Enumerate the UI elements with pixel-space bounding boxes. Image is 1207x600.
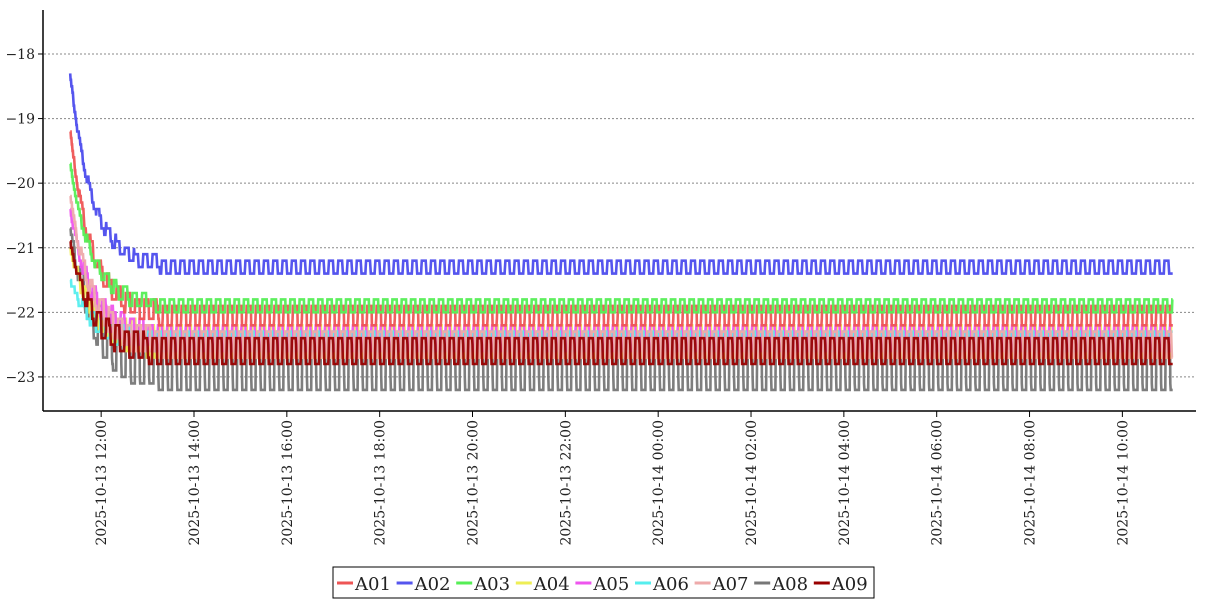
legend-label-a08: A08 — [771, 574, 808, 595]
series-line-a03 — [69, 162, 1174, 314]
series-line-a01 — [69, 130, 1173, 327]
legend-label-a01: A01 — [354, 574, 391, 595]
legend-label-a07: A07 — [712, 574, 749, 595]
series-line-a02 — [68, 73, 1173, 275]
x-tick-label: 2025-10-14 00:00 — [651, 420, 667, 546]
x-tick-label: 2025-10-14 06:00 — [930, 420, 946, 546]
series-line-a05 — [69, 207, 1173, 353]
legend-label-a02: A02 — [414, 574, 451, 595]
legend-label-a04: A04 — [533, 574, 570, 595]
x-tick-label: 2025-10-14 04:00 — [837, 420, 853, 546]
legend-label-a06: A06 — [652, 574, 689, 595]
legend: A01 A02 A03 A04 A05 A06 A07 A08 A09 — [332, 566, 875, 599]
x-tick-label: 2025-10-14 02:00 — [744, 420, 760, 546]
x-tick-label: 2025-10-13 18:00 — [373, 420, 389, 546]
x-tick-label: 2025-10-13 22:00 — [558, 420, 574, 546]
series-line-a09 — [69, 240, 1173, 366]
legend-box — [332, 566, 875, 599]
x-tick-label: 2025-10-13 12:00 — [94, 420, 110, 546]
x-tick-label: 2025-10-14 10:00 — [1115, 420, 1131, 546]
x-tick-label: 2025-10-14 08:00 — [1023, 420, 1039, 546]
series-lines — [68, 73, 1174, 392]
x-tick-label: 2025-10-13 16:00 — [280, 420, 296, 546]
x-tick-label: 2025-10-13 20:00 — [466, 420, 482, 546]
x-tick-label: 2025-10-13 14:00 — [187, 420, 203, 546]
y-tick-label: −19 — [5, 112, 35, 128]
x-ticks: 2025-10-13 12:00 2025-10-13 14:00 2025-10-… — [94, 411, 1131, 546]
axes — [42, 10, 1196, 412]
legend-label-a05: A05 — [592, 574, 629, 595]
y-tick-label: −18 — [5, 47, 35, 63]
y-tick-label: −23 — [5, 370, 35, 386]
legend-label-a09: A09 — [831, 574, 868, 595]
legend-label-a03: A03 — [473, 574, 510, 595]
y-ticks: −18 −19 −20 −21 −22 −23 — [5, 47, 43, 386]
y-tick-label: −20 — [5, 176, 35, 192]
y-tick-label: −21 — [5, 241, 35, 257]
y-tick-label: −22 — [5, 305, 35, 321]
